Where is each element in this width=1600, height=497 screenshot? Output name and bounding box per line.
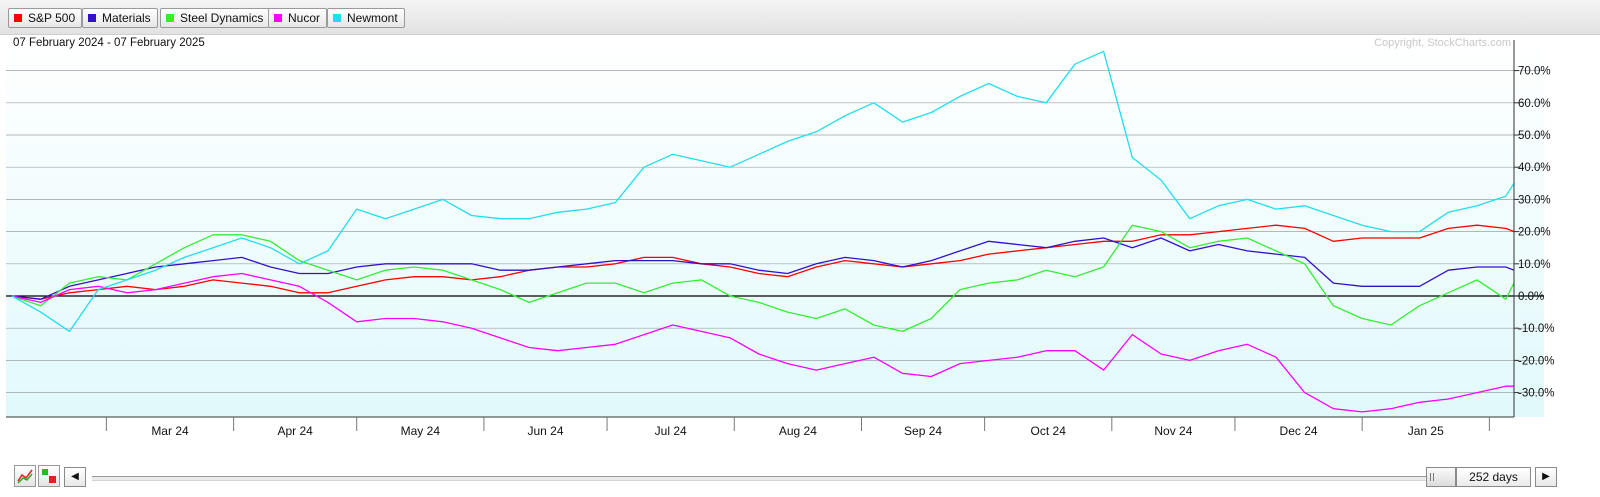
x-tick-label: Jan 25 [1408, 424, 1444, 438]
y-tick-label: -10.0% [1518, 323, 1554, 335]
x-tick-label: Jul 24 [655, 424, 687, 438]
chart-svg: Mar 24 Apr 24 May 24 Jun 24 Jul 24 Aug 24 Sep … [6, 37, 1554, 438]
x-tick-label: Oct 24 [1031, 424, 1067, 438]
y-tick-label: 40.0% [1518, 162, 1551, 174]
y-tick-label: 0.0% [1518, 291, 1544, 303]
legend-item-newmont[interactable]: Newmont [327, 8, 405, 28]
date-range: 07 February 2024 - 07 February 2025 [13, 37, 205, 49]
legend-item-materials[interactable]: Materials [82, 8, 158, 28]
legend-item-nucor[interactable]: Nucor [268, 8, 328, 28]
y-tick-label: 60.0% [1518, 98, 1551, 110]
legend-label: Nucor [288, 11, 321, 25]
time-slider-handle[interactable] [1426, 467, 1456, 487]
legend-label: S&P 500 [28, 11, 76, 25]
legend-swatch [166, 14, 174, 22]
y-tick-label: 10.0% [1518, 259, 1551, 271]
y-tick-label: 50.0% [1518, 130, 1551, 142]
range-days-label[interactable]: 252 days [1456, 467, 1531, 487]
legend-bar: S&P 500 Materials Steel Dynamics Nucor Newmo… [0, 0, 1600, 35]
bar-chart-icon [42, 469, 56, 483]
series-line-nucor [11, 272, 1514, 413]
legend-item-steel-dynamics[interactable]: Steel Dynamics [160, 8, 271, 28]
line-chart-icon [17, 469, 33, 484]
x-tick-label: May 24 [401, 424, 441, 438]
series-line-materials [11, 237, 1515, 300]
y-tick-label: -30.0% [1518, 388, 1554, 400]
series-line-s-p-500 [11, 224, 1515, 300]
legend-swatch [88, 14, 96, 22]
time-slider-track[interactable] [92, 476, 1426, 481]
x-tick-label: Jun 24 [527, 424, 563, 438]
y-tick-label: 70.0% [1518, 66, 1551, 78]
legend-label: Steel Dynamics [180, 11, 264, 25]
series-line-newmont [11, 50, 1515, 333]
legend-swatch [274, 14, 282, 22]
legend-item-s-p-500[interactable]: S&P 500 [8, 8, 83, 28]
scroll-right-button[interactable]: ▶ [1535, 467, 1557, 487]
y-tick-label: -20.0% [1518, 355, 1554, 367]
x-tick-label: Sep 24 [904, 424, 942, 438]
line-chart-mode-button[interactable] [14, 465, 36, 487]
scroll-left-button[interactable]: ◀ [64, 467, 86, 487]
navigation-bar: ◀ 252 days ▶ [0, 455, 1600, 497]
x-tick-label: Dec 24 [1280, 424, 1318, 438]
bar-chart-mode-button[interactable] [38, 465, 60, 487]
series-line-steel-dynamics [11, 224, 1515, 333]
chart: Mar 24 Apr 24 May 24 Jun 24 Jul 24 Aug 24 Sep … [0, 34, 1600, 460]
y-tick-label: 20.0% [1518, 227, 1551, 239]
x-tick-label: Mar 24 [151, 424, 189, 438]
x-tick-label: Nov 24 [1154, 424, 1192, 438]
copyright-text: Copyright, StockCharts.com [1374, 37, 1511, 49]
legend-swatch [333, 14, 341, 22]
legend-swatch [14, 14, 22, 22]
x-tick-label: Aug 24 [779, 424, 817, 438]
y-tick-label: 30.0% [1518, 194, 1551, 206]
x-tick-label: Apr 24 [277, 424, 313, 438]
legend-label: Materials [102, 11, 151, 25]
legend-label: Newmont [347, 11, 398, 25]
